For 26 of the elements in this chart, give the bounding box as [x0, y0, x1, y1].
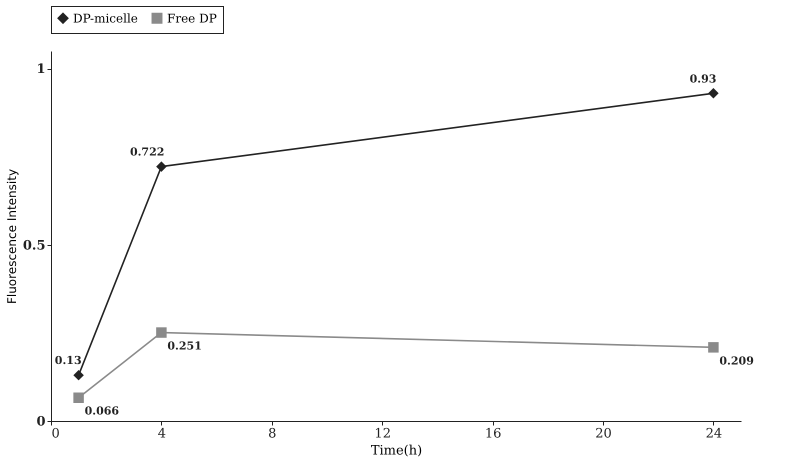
point	[73, 392, 84, 403]
point	[156, 161, 167, 172]
y-tick-label: 1	[36, 62, 46, 78]
data-label: 0.722	[130, 146, 164, 159]
point	[708, 342, 719, 353]
x-tick-label: 20	[595, 426, 612, 442]
x-tick-label: 4	[158, 426, 166, 442]
y-tick-label: 0	[36, 414, 46, 430]
data-label: 0.93	[690, 72, 716, 86]
data-label: 0.251	[167, 340, 202, 353]
data-label: 0.209	[719, 354, 754, 368]
x-tick-label: 8	[268, 426, 276, 442]
x-tick-label: 0	[52, 426, 60, 442]
legend-label: DP-micelle	[73, 11, 138, 26]
x-tick-label: 24	[706, 426, 722, 442]
data-label: 0.13	[54, 354, 82, 368]
y-tick-label: 0.5	[22, 238, 46, 254]
legend-label: Free DP	[167, 11, 217, 26]
x-axis-title: Time(h)	[370, 444, 422, 458]
data-label: 0.066	[84, 404, 120, 418]
point	[708, 88, 719, 99]
point	[73, 370, 84, 380]
x-tick-label: 16	[484, 426, 502, 442]
point	[156, 327, 167, 338]
y-axis-title: Fluorescence Intensity	[4, 168, 19, 304]
x-tick-label: 12	[374, 426, 391, 442]
